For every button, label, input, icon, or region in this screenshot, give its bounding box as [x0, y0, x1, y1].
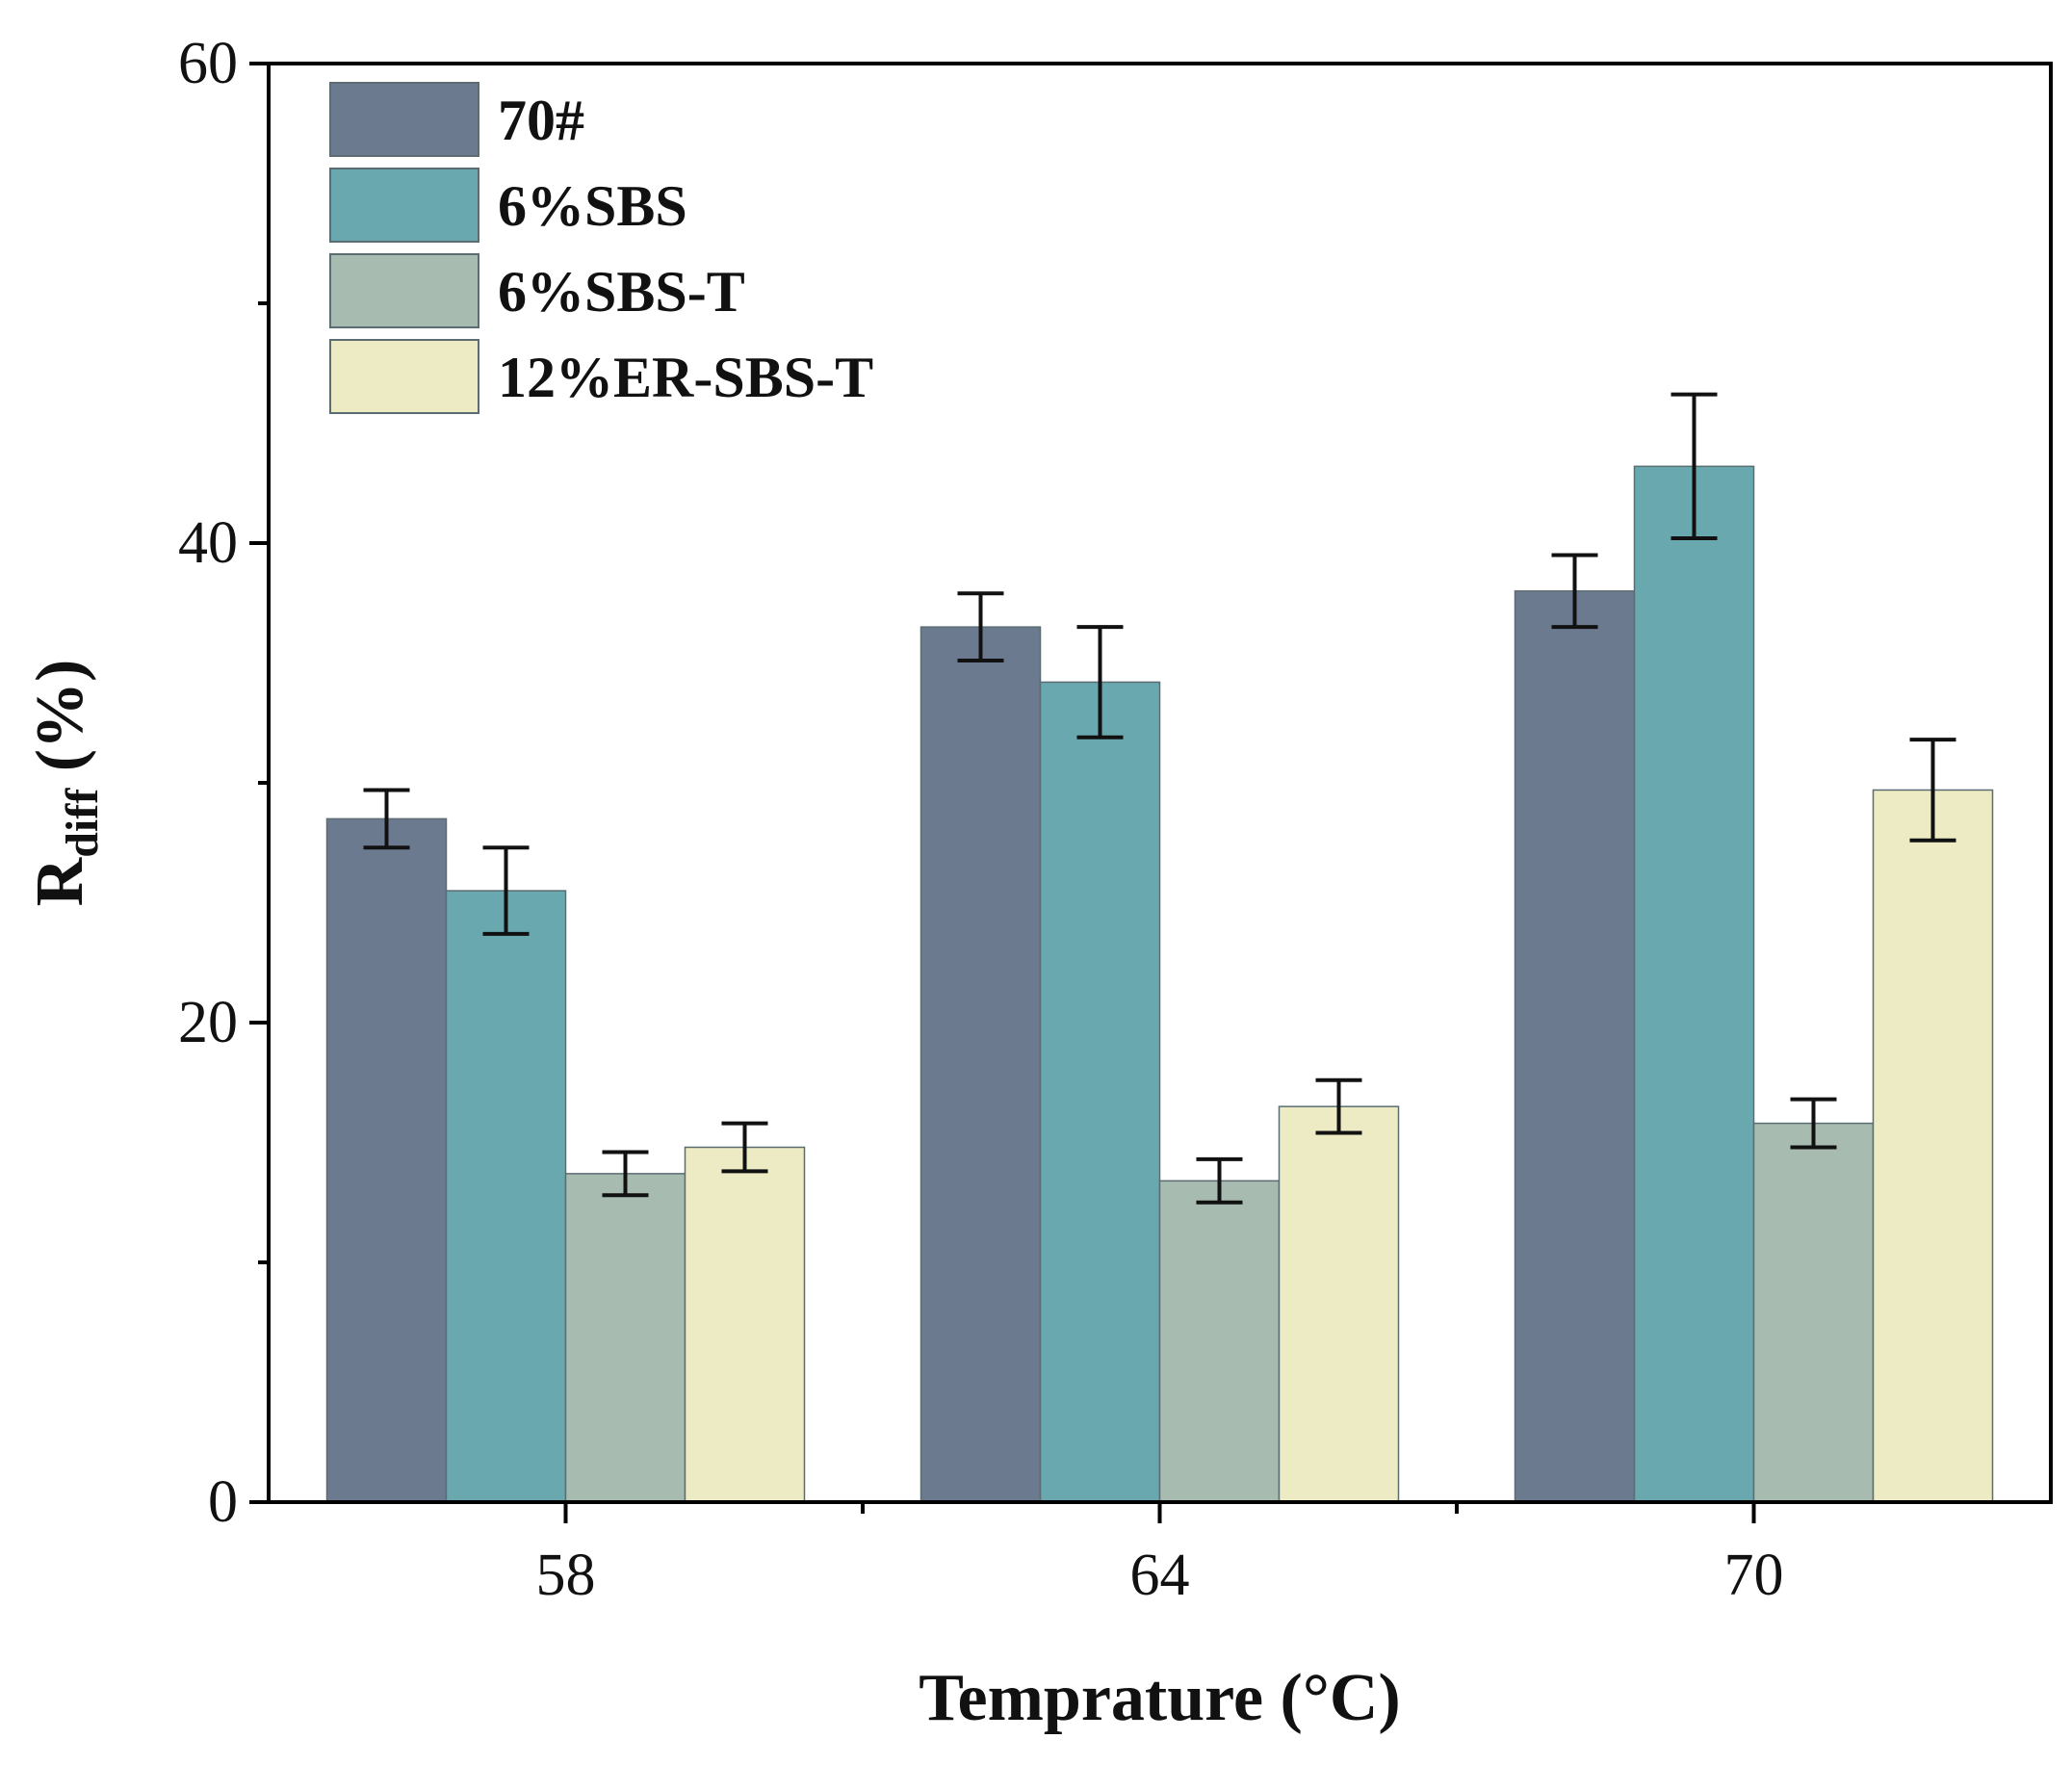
y-tick-label: 60: [178, 31, 238, 96]
bar: [1514, 590, 1636, 1503]
bars-layer: [325, 465, 1994, 1503]
y-axis-title-unit: (%): [23, 660, 97, 789]
x-tick-label: 64: [1130, 1543, 1190, 1608]
legend: 70# 6%SBS 6%SBS-T 12%ER-SBS-T: [329, 82, 873, 414]
bar: [1633, 465, 1755, 1503]
x-axis-title: Temprature (°C): [919, 1661, 1400, 1735]
y-axis-title: Rdiff (%): [23, 660, 108, 907]
x-axis: 58 64 70: [536, 1502, 1784, 1608]
legend-swatch: [329, 339, 479, 414]
bar: [1752, 1122, 1875, 1503]
bar: [1278, 1105, 1400, 1503]
bar: [919, 626, 1042, 1503]
bar: [445, 890, 567, 1503]
bar: [325, 818, 448, 1503]
legend-swatch: [329, 82, 479, 157]
y-tick-label: 40: [178, 510, 238, 576]
legend-swatch: [329, 253, 479, 328]
bar: [564, 1173, 686, 1503]
bar: [1039, 681, 1161, 1503]
legend-label: 6%SBS: [498, 174, 687, 238]
bar: [1872, 789, 1994, 1503]
y-axis: 0 20 40 60: [178, 31, 269, 1535]
y-axis-title-main: R: [23, 856, 97, 906]
x-tick-label: 58: [536, 1543, 596, 1608]
bar: [1158, 1180, 1281, 1503]
y-axis-title-subscript: diff: [57, 788, 108, 858]
x-tick-label: 70: [1724, 1543, 1784, 1608]
y-tick-label: 0: [208, 1469, 238, 1535]
legend-label: 12%ER-SBS-T: [498, 346, 873, 409]
error-bars-layer: [363, 392, 1956, 1205]
bar: [684, 1146, 806, 1503]
legend-label: 6%SBS-T: [498, 260, 745, 324]
y-tick-label: 20: [178, 990, 238, 1055]
legend-swatch: [329, 168, 479, 243]
legend-label: 70#: [498, 89, 584, 152]
